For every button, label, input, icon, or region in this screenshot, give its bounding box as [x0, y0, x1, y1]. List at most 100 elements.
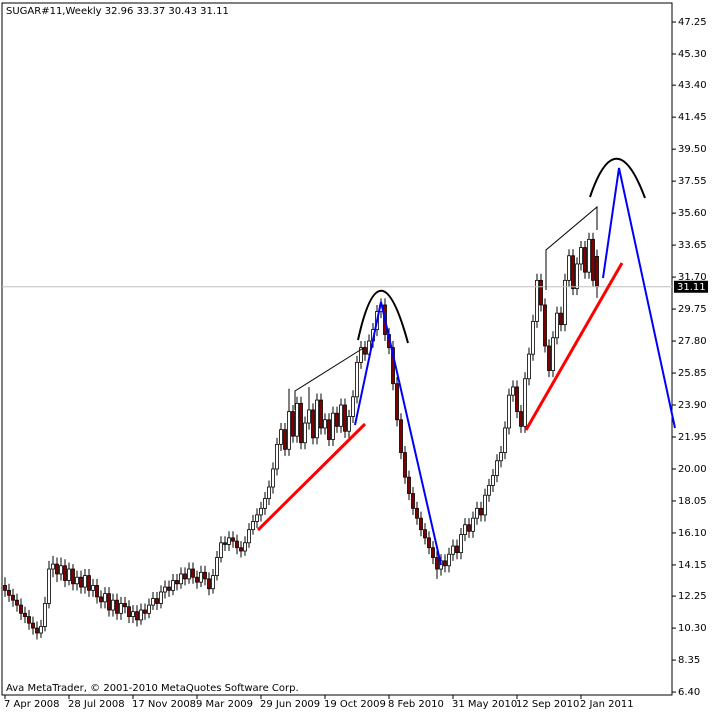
candle-body	[571, 255, 575, 289]
candle-body	[291, 411, 295, 437]
x-tick-label: 2 Jan 2011	[580, 699, 634, 710]
candle-body	[343, 404, 347, 432]
candle-body	[567, 255, 571, 281]
candle-body	[479, 507, 483, 516]
candle-body	[411, 493, 415, 509]
candle-body	[231, 537, 235, 542]
candle-body	[51, 563, 55, 570]
candle-body	[355, 361, 359, 398]
candle-body	[215, 557, 219, 576]
candle-body	[455, 545, 459, 554]
annotations	[256, 157, 676, 566]
candle-body	[323, 419, 327, 429]
candle-body	[35, 627, 39, 634]
candle-body	[551, 337, 555, 371]
candle-body	[271, 468, 275, 488]
candle-body	[255, 514, 259, 522]
y-tick-label: 47.25	[678, 17, 707, 28]
candle-body	[327, 419, 331, 440]
candle-body	[279, 429, 283, 445]
candle-body	[351, 396, 355, 417]
candle-body	[119, 603, 123, 614]
candle-body	[587, 238, 591, 273]
candle-body	[91, 585, 95, 591]
candle-body	[319, 399, 323, 429]
candles	[2, 232, 672, 640]
candle-body	[403, 452, 407, 478]
candle-body	[199, 571, 203, 583]
y-tick-label: 41.45	[678, 112, 707, 123]
candle-body	[59, 565, 63, 575]
x-tick-label: 8 Feb 2010	[388, 699, 444, 710]
candle-body	[467, 524, 471, 532]
candle-body	[87, 575, 91, 591]
candle-body	[191, 568, 195, 578]
y-tick-label: 31.70	[678, 272, 707, 283]
candle-body	[359, 347, 363, 363]
candle-body	[27, 616, 31, 624]
candle-body	[75, 576, 79, 585]
candle-body	[579, 247, 583, 265]
candle-body	[123, 603, 127, 608]
candle-body	[31, 622, 35, 629]
candle-body	[363, 347, 367, 355]
x-tick-label: 17 Nov 2008	[132, 699, 196, 710]
candle-body	[187, 568, 191, 580]
y-tick-label: 10.30	[678, 623, 707, 634]
candle-body	[315, 399, 319, 439]
candle-body	[167, 586, 171, 591]
support-line	[256, 422, 367, 532]
x-tick-label: 19 Oct 2009	[324, 699, 386, 710]
candle-body	[555, 312, 559, 339]
trend-line	[294, 346, 366, 410]
candle-body	[491, 475, 495, 486]
candle-body	[3, 585, 7, 591]
candle-body	[527, 353, 531, 380]
candle-body	[287, 411, 291, 450]
candle-body	[159, 591, 163, 604]
arc	[589, 157, 646, 199]
candle-body	[339, 404, 343, 427]
candle-body	[295, 402, 299, 437]
candle-body	[179, 573, 183, 585]
candle-body	[427, 537, 431, 549]
candle-body	[223, 542, 227, 545]
y-tick-label: 18.05	[678, 496, 707, 507]
zigzag	[602, 167, 676, 429]
candle-body	[139, 609, 143, 621]
candle-body	[171, 580, 175, 591]
candle-body	[207, 578, 211, 590]
trend-line	[545, 205, 598, 290]
candle-body	[475, 507, 479, 519]
y-tick-label: 45.30	[678, 49, 707, 60]
candle-body	[203, 571, 207, 580]
candle-body	[247, 529, 251, 544]
y-tick-label: 29.75	[678, 304, 707, 315]
candle-body	[95, 585, 99, 598]
candle-body	[83, 575, 87, 588]
y-tick-label: 12.25	[678, 591, 707, 602]
candle-body	[15, 599, 19, 606]
candle-body	[43, 603, 47, 627]
candle-body	[471, 517, 475, 532]
candle-body	[399, 419, 403, 453]
y-tick-label: 14.15	[678, 560, 707, 571]
candle-body	[419, 517, 423, 531]
x-tick-label: 31 May 2010	[452, 699, 517, 710]
candle-body	[299, 402, 303, 444]
candle-body	[451, 545, 455, 555]
candle-body	[539, 279, 543, 306]
candle-body	[131, 611, 135, 617]
candle-body	[67, 568, 71, 581]
x-tick-label: 29 Jun 2009	[260, 699, 320, 710]
candle-body	[483, 494, 487, 516]
y-tick-label: 39.50	[678, 144, 707, 155]
candle-body	[307, 409, 311, 424]
price-label: 31.11	[677, 282, 706, 293]
x-tick-label: 12 Sep 2010	[516, 699, 579, 710]
candle-body	[331, 412, 335, 440]
y-tick-label: 25.85	[678, 368, 707, 379]
candle-body	[275, 443, 279, 470]
candle-body	[563, 279, 567, 326]
candle-body	[503, 427, 507, 453]
